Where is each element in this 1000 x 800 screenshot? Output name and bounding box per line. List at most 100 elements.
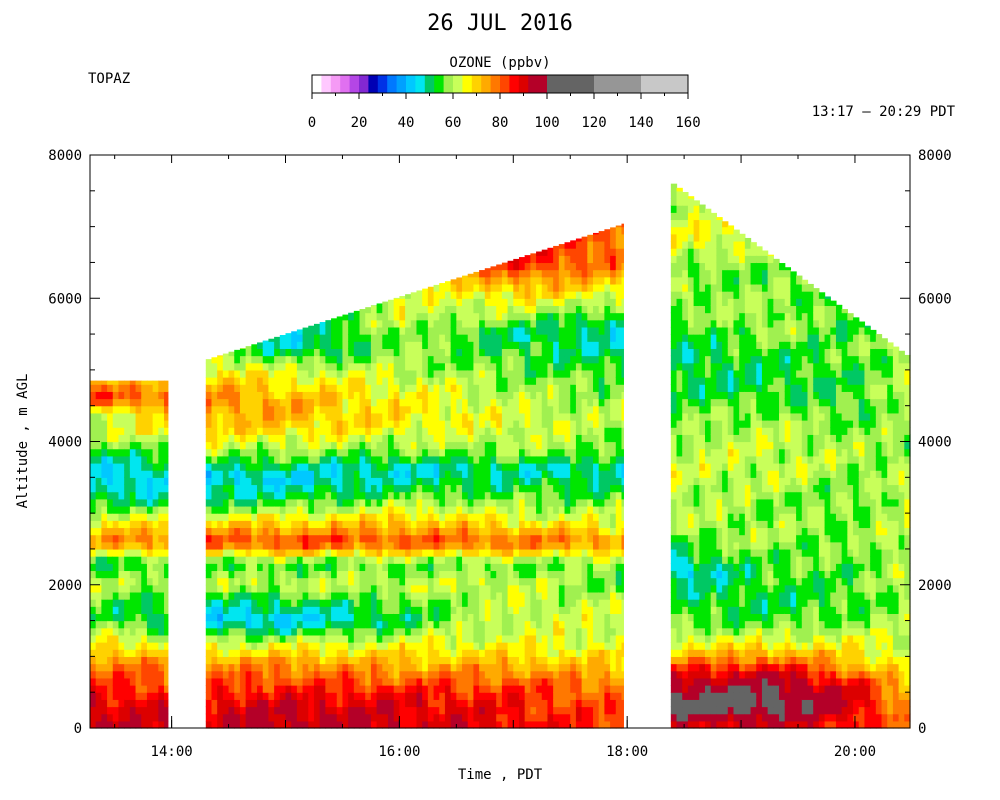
heatmap-cell — [205, 634, 213, 643]
heatmap-cell — [331, 441, 338, 450]
heatmap-cell — [422, 455, 429, 464]
heatmap-cell — [513, 577, 520, 586]
heatmap-cell — [336, 706, 344, 715]
heatmap-cell — [112, 434, 120, 443]
heatmap-cell — [456, 634, 463, 643]
heatmap-cell — [376, 462, 383, 471]
heatmap-cell — [450, 298, 457, 307]
heatmap-cell — [348, 613, 355, 622]
heatmap-cell — [308, 620, 315, 629]
heatmap-cell — [490, 377, 497, 385]
heatmap-cell — [296, 412, 304, 421]
heatmap-cell — [558, 269, 566, 278]
heatmap-cell — [296, 491, 304, 500]
heatmap-cell — [444, 291, 452, 299]
heatmap-cell — [598, 462, 605, 471]
heatmap-cell — [95, 713, 102, 722]
heatmap-cell — [279, 534, 287, 543]
heatmap-cell — [593, 649, 600, 657]
heatmap-cell — [467, 448, 475, 457]
heatmap-cell — [245, 434, 252, 443]
heatmap-cell — [319, 634, 326, 643]
heatmap-cell — [536, 498, 543, 507]
heatmap-cell — [462, 677, 469, 686]
heatmap-cell — [473, 477, 480, 486]
heatmap-cell — [262, 649, 270, 657]
heatmap-cell — [541, 291, 549, 299]
heatmap-cell — [410, 412, 418, 421]
heatmap-cell — [444, 341, 452, 349]
heatmap-cell — [507, 312, 514, 321]
heatmap-cell — [490, 706, 497, 715]
heatmap-cell — [359, 462, 366, 471]
heatmap-cell — [587, 248, 594, 256]
heatmap-cell — [530, 498, 537, 507]
heatmap-cell — [342, 613, 349, 622]
heatmap-cell — [164, 692, 169, 700]
heatmap-cell — [433, 369, 440, 378]
heatmap-cell — [211, 720, 218, 729]
heatmap-cell — [353, 577, 361, 586]
heatmap-cell — [393, 377, 400, 385]
heatmap-cell — [513, 513, 520, 521]
heatmap-cell — [251, 591, 258, 600]
heatmap-cell — [484, 570, 492, 579]
heatmap-cell — [222, 427, 230, 435]
heatmap-cell — [359, 312, 366, 321]
heatmap-cell — [484, 391, 492, 400]
heatmap-cell — [456, 548, 463, 557]
heatmap-cell — [285, 477, 292, 486]
heatmap-cell — [331, 677, 338, 686]
heatmap-cell — [496, 420, 503, 428]
heatmap-cell — [331, 520, 338, 529]
heatmap-cell — [581, 620, 588, 629]
heatmap-cell — [541, 613, 549, 622]
heatmap-cell — [296, 720, 304, 729]
heatmap-cell — [553, 269, 560, 278]
heatmap-cell — [456, 326, 463, 335]
heatmap-cell — [228, 706, 235, 715]
heatmap-cell — [575, 377, 583, 385]
heatmap-cell — [359, 541, 366, 550]
heatmap-cell — [376, 527, 383, 536]
heatmap-cell — [513, 334, 520, 342]
heatmap-cell — [365, 505, 372, 514]
heatmap-cell — [444, 448, 452, 457]
heatmap-cell — [382, 570, 389, 579]
heatmap-cell — [124, 570, 131, 579]
heatmap-cell — [593, 677, 600, 686]
heatmap-cell — [308, 398, 315, 407]
heatmap-cell — [587, 685, 594, 693]
heatmap-cell — [388, 649, 395, 657]
heatmap-cell — [479, 334, 486, 342]
heatmap-cell — [462, 627, 469, 636]
heatmap-cell — [416, 498, 423, 507]
heatmap-cell — [129, 699, 137, 708]
heatmap-cell — [530, 670, 537, 679]
heatmap-cell — [331, 462, 338, 471]
heatmap-cell — [234, 349, 241, 357]
heatmap-cell — [507, 670, 514, 679]
heatmap-cell — [101, 656, 108, 665]
heatmap-cell — [541, 484, 549, 493]
heatmap-cell — [112, 427, 120, 435]
heatmap-cell — [450, 279, 457, 285]
heatmap-cell — [135, 477, 142, 486]
heatmap-cell — [444, 613, 452, 622]
heatmap-cell — [558, 527, 566, 536]
heatmap-cell — [553, 441, 560, 450]
heatmap-cell — [205, 491, 213, 500]
heatmap-cell — [558, 620, 566, 629]
heatmap-cell — [95, 420, 102, 428]
heatmap-cell — [353, 613, 361, 622]
heatmap-cell — [370, 348, 378, 357]
heatmap-cell — [135, 441, 142, 450]
heatmap-cell — [274, 462, 281, 471]
heatmap-cell — [152, 720, 159, 729]
heatmap-cell — [370, 548, 378, 557]
heatmap-cell — [518, 548, 526, 557]
heatmap-cell — [205, 369, 213, 378]
heatmap-cell — [268, 348, 275, 357]
heatmap-cell — [439, 591, 446, 600]
heatmap-cell — [101, 699, 108, 708]
